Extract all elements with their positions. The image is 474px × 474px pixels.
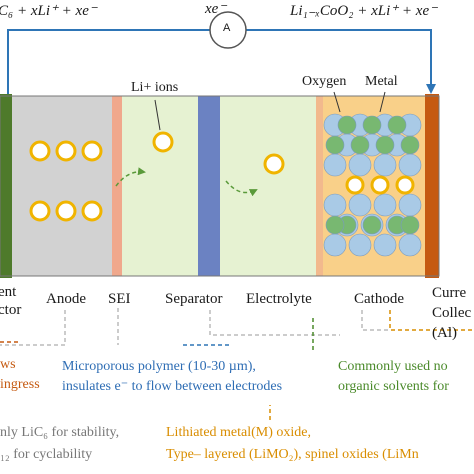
sei-note: ws ingress (0, 357, 40, 392)
ammeter-label: A (223, 22, 231, 34)
electrolyte-region (122, 96, 322, 276)
cathode-li-ions (345, 175, 415, 195)
electron-label: xe⁻ (205, 1, 227, 17)
li-ions-pointer (154, 99, 161, 131)
left-collector-label: ent ctor (0, 284, 22, 318)
cathode-lattice (323, 113, 422, 257)
colored-leaders (0, 310, 474, 420)
ammeter (209, 11, 247, 49)
cathode-note: Lithiated metal(M) oxide, Type– layered … (166, 425, 419, 462)
electrolyte-label: Electrolyte (246, 291, 312, 307)
cathode-border (316, 96, 323, 276)
left-current-collector (0, 94, 12, 278)
separator-note: Microporous polymer (10-30 µm), insulate… (62, 359, 283, 394)
li-ion-electrolyte-2 (263, 153, 285, 175)
anode-region (12, 96, 112, 276)
ion-arrow-1 (115, 167, 146, 187)
sei-label: SEI (108, 291, 131, 307)
separator-layer (198, 96, 220, 276)
metal-pointer (379, 91, 386, 113)
anode-label: Anode (46, 291, 86, 307)
li-ion-electrolyte-1 (152, 131, 174, 153)
leader-lines (0, 308, 474, 346)
oxygen-label: Oxygen (302, 74, 347, 89)
oxygen-pointer (333, 91, 341, 113)
li-ions-label: Li+ ions (131, 80, 179, 95)
anode-li-ions (29, 140, 103, 222)
cathode-label: Cathode (354, 291, 404, 307)
anode-equation: C₆ + xLi⁺ + xe⁻ (0, 3, 97, 19)
right-collector-label: Curre Collec (Al) (432, 285, 472, 341)
ion-arrow-2 (225, 180, 258, 197)
external-circuit-wire (7, 29, 431, 95)
sei-layer (112, 96, 122, 276)
separator-label: Separator (165, 291, 223, 307)
cell-outline (0, 95, 440, 277)
cathode-equation: Li₁₋ₓCoO₂ + xLi⁺ + xe⁻ (290, 3, 438, 19)
metal-label: Metal (365, 74, 398, 89)
electrolyte-note: Commonly used no organic solvents for (338, 359, 449, 394)
right-current-collector (425, 94, 439, 278)
anode-note: nly LiC₆ for stability, ₁₂ for cyclabili… (0, 425, 120, 462)
